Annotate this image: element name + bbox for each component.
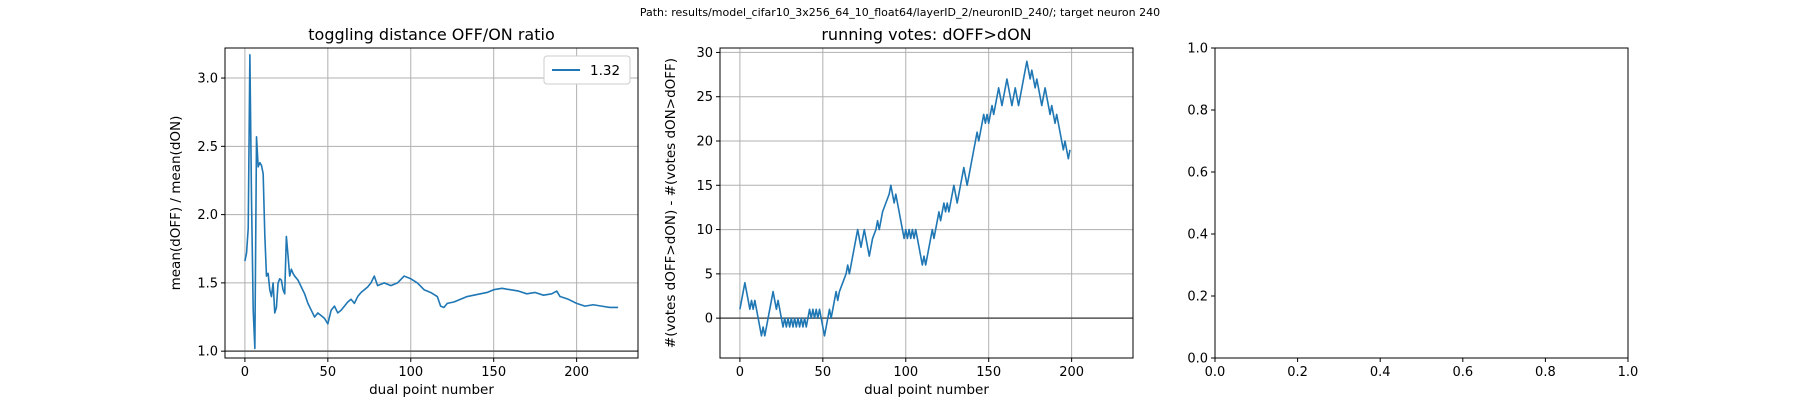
y-axis-label: mean(dOFF) / mean(dON) <box>168 116 184 291</box>
y-tick-label: 10 <box>696 223 713 238</box>
y-axis-label: #(votes dOFF>dON) - #(votes dON>dOFF) <box>663 58 679 348</box>
x-tick-label: 0.4 <box>1370 365 1391 380</box>
x-axis-label: dual point number <box>864 382 989 398</box>
x-tick-label: 0 <box>736 365 744 380</box>
chart-title: running votes: dOFF>dON <box>821 25 1031 44</box>
x-tick-label: 0.0 <box>1205 365 1226 380</box>
y-tick-label: 5 <box>705 267 713 282</box>
series-line-1 <box>739 60 1071 337</box>
y-tick-label: 15 <box>696 179 713 194</box>
chart-title: toggling distance OFF/ON ratio <box>308 25 554 44</box>
y-tick-label: 0.8 <box>1187 104 1208 119</box>
x-tick-label: 200 <box>1059 365 1084 380</box>
x-tick-label: 0 <box>241 365 249 380</box>
y-tick-label: 1.5 <box>197 276 218 291</box>
y-tick-label: 0.2 <box>1187 290 1208 305</box>
legend-label: 1.32 <box>590 63 620 79</box>
y-tick-label: 0.4 <box>1187 228 1208 243</box>
y-tick-label: 1.0 <box>1187 42 1208 57</box>
axes-frame <box>224 47 639 359</box>
y-tick-label: 0.6 <box>1187 166 1208 181</box>
x-tick-label: 50 <box>320 365 337 380</box>
legend-box <box>543 55 631 85</box>
x-tick-label: 0.2 <box>1287 365 1308 380</box>
chart-panel-2: 0 50 100 150 200 0 5 10 15 20 25 30 running votes: d… <box>663 25 1134 398</box>
x-tick-label: 150 <box>976 365 1001 380</box>
axes-frame <box>719 47 1134 359</box>
y-tick-label: 0.0 <box>1187 352 1208 367</box>
x-tick-label: 50 <box>815 365 832 380</box>
x-axis-label: dual point number <box>369 382 494 398</box>
y-tick-label: 0 <box>705 312 713 327</box>
series-line-1 <box>244 54 619 350</box>
x-tick-label: 100 <box>398 365 423 380</box>
chart-panel-3: 0.0 0.2 0.4 0.6 0.8 1.0 0.0 0.2 0.4 0.6 0.8 1.0 <box>1187 42 1638 381</box>
y-tick-label: 2.5 <box>197 140 218 155</box>
y-tick-label: 20 <box>696 135 713 150</box>
x-tick-label: 150 <box>481 365 506 380</box>
x-tick-label: 0.8 <box>1535 365 1556 380</box>
y-tick-label: 30 <box>696 46 713 61</box>
y-tick-label: 1.0 <box>197 345 218 360</box>
y-tick-label: 25 <box>696 90 713 105</box>
x-tick-label: 1.0 <box>1618 365 1639 380</box>
x-tick-label: 100 <box>893 365 918 380</box>
x-tick-label: 0.6 <box>1452 365 1473 380</box>
chart-panel-1: 0 50 100 150 200 1.0 1.5 2.0 2.5 3.0 toggling dist… <box>168 25 639 398</box>
x-tick-label: 200 <box>564 365 589 380</box>
axes-frame <box>1214 47 1629 359</box>
legend: 1.32 <box>543 55 631 85</box>
y-tick-label: 3.0 <box>197 72 218 87</box>
y-tick-label: 2.0 <box>197 208 218 223</box>
figure-suptitle: Path: results/model_cifar10_3x256_64_10_… <box>640 6 1160 19</box>
